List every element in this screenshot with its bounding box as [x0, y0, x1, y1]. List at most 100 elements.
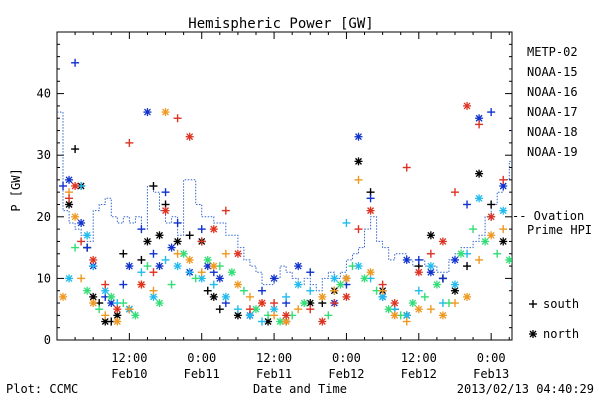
data-point-south [402, 317, 411, 326]
y-tick-label: 10 [37, 271, 51, 285]
data-point-north [227, 268, 236, 277]
legend-ovation-label: -- Ovation [512, 209, 584, 223]
data-point-north [426, 231, 435, 240]
data-point-north [378, 292, 387, 301]
data-point-south [306, 305, 315, 314]
data-point-north [487, 231, 496, 240]
x-tick-date-label: Feb10 [111, 367, 147, 381]
data-point-north [270, 274, 279, 283]
x-tick-time-label: 0:00 [477, 351, 506, 365]
data-point-south [137, 255, 146, 264]
data-point-north [342, 274, 351, 283]
data-point-north [414, 268, 423, 277]
data-point-north [245, 311, 254, 320]
data-point-south [438, 274, 447, 283]
data-point-north [209, 292, 218, 301]
plot-content [57, 58, 512, 326]
data-point-north [155, 262, 164, 271]
data-point-south [197, 225, 206, 234]
data-point-north [113, 305, 122, 314]
data-point-south [450, 299, 459, 308]
data-point-south [330, 286, 339, 295]
data-point-south [71, 243, 80, 252]
data-point-south [161, 188, 170, 197]
data-point-south [258, 317, 267, 326]
data-point-north [354, 262, 363, 271]
data-point-south [450, 188, 459, 197]
series-noaa-15 [59, 58, 512, 320]
data-point-north [300, 299, 309, 308]
data-point-south [420, 292, 429, 301]
data-point-south [65, 194, 74, 203]
legend-entry: NOAA-19 [527, 145, 578, 159]
data-point-north [294, 262, 303, 271]
data-point-south [209, 280, 218, 289]
legend-marker-label: south [543, 297, 579, 311]
data-point-north [282, 311, 291, 320]
data-point-north [463, 101, 472, 110]
data-point-south [306, 286, 315, 295]
data-point-south [463, 262, 472, 271]
data-point-south [173, 249, 182, 258]
data-point-south [378, 280, 387, 289]
data-point-south [426, 305, 435, 314]
data-point-south [59, 182, 68, 190]
data-point-south [348, 262, 357, 271]
data-point-north [330, 274, 339, 283]
y-tick-label: 40 [37, 87, 51, 101]
data-point-north [59, 292, 68, 301]
data-point-north [438, 311, 447, 320]
data-point-south [101, 311, 110, 320]
data-point-south [137, 225, 146, 234]
plot-timestamp: 2013/02/13 04:40:29 [457, 382, 594, 396]
data-point-south [119, 280, 128, 289]
data-point-south [414, 286, 423, 295]
data-point-south [402, 163, 411, 172]
data-point-north [354, 157, 363, 166]
data-point-north [179, 249, 188, 258]
data-point-north [336, 280, 345, 289]
data-point-north [155, 299, 164, 308]
data-point-north [438, 237, 447, 246]
x-tick-date-label: Feb11 [184, 367, 220, 381]
data-point-south [173, 218, 182, 227]
data-point-south [149, 268, 158, 277]
data-point-south [77, 237, 86, 246]
x-tick-date-label: Feb12 [328, 367, 364, 381]
x-tick-time-label: 0:00 [187, 351, 216, 365]
data-point-south [354, 225, 363, 234]
data-point-north [450, 255, 459, 264]
data-point-north [318, 317, 327, 326]
data-point-south [137, 268, 146, 277]
data-point-north [71, 212, 80, 221]
data-point-south [71, 58, 80, 67]
data-point-north [143, 108, 152, 117]
data-point-north [258, 299, 267, 308]
series-noaa-19 [65, 101, 508, 326]
data-point-south [324, 311, 333, 320]
legend-entry: NOAA-15 [527, 65, 578, 79]
legend-plus-marker [529, 300, 537, 308]
data-point-south [149, 182, 158, 190]
data-point-north [185, 132, 194, 141]
data-point-north [71, 182, 80, 190]
data-point-north [402, 255, 411, 264]
data-point-south [119, 299, 128, 308]
data-point-north [475, 169, 484, 178]
data-point-north [113, 311, 122, 320]
legend-entry: METP-02 [527, 45, 578, 59]
x-tick-date-label: Feb13 [473, 367, 509, 381]
data-point-north [408, 299, 417, 308]
data-point-south [191, 274, 200, 283]
data-point-north [233, 249, 242, 258]
data-point-north [366, 206, 375, 215]
legend-entry: NOAA-16 [527, 85, 578, 99]
data-point-north [463, 292, 472, 301]
data-point-south [487, 108, 496, 117]
data-point-north [505, 255, 512, 264]
data-point-south [245, 305, 254, 314]
data-point-north [414, 305, 423, 314]
legend-entry: NOAA-17 [527, 105, 578, 119]
data-point-south [487, 200, 496, 209]
